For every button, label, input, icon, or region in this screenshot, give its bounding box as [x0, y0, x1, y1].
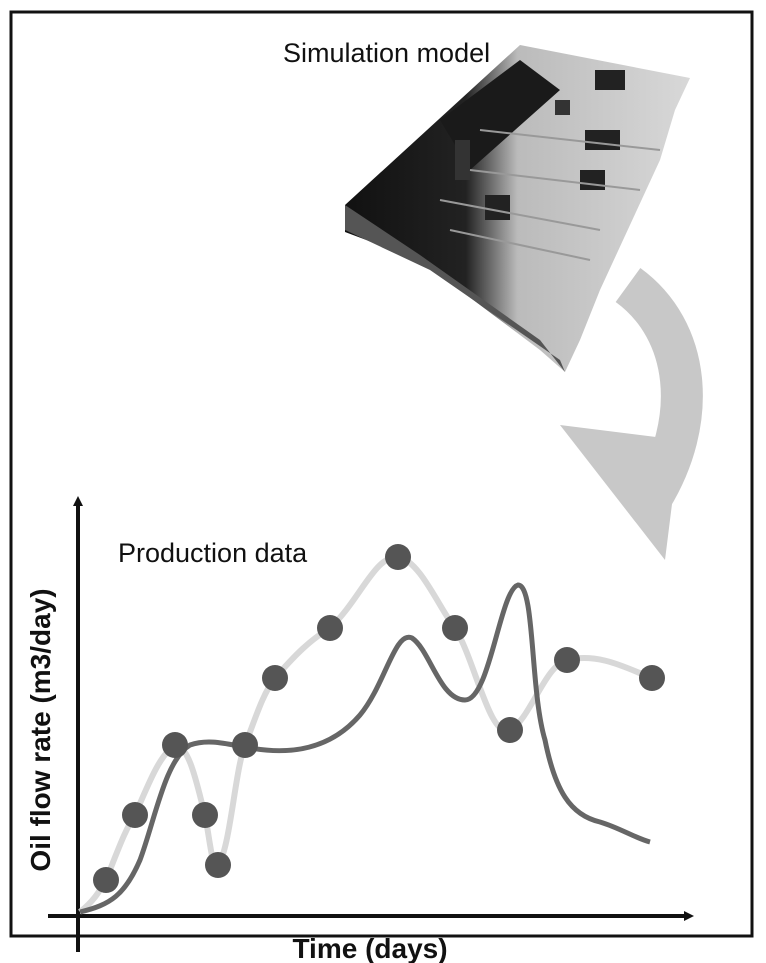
x-axis-label: Time (days) [292, 933, 447, 963]
data-label: Production data [118, 538, 308, 568]
y-axis-label: Oil flow rate (m3/day) [25, 588, 56, 871]
observed-curve [80, 557, 652, 912]
observed-points [93, 544, 665, 893]
model-label: Simulation model [283, 38, 490, 68]
diagram: Simulation model Oil flow rate (m3/day) … [0, 0, 766, 963]
